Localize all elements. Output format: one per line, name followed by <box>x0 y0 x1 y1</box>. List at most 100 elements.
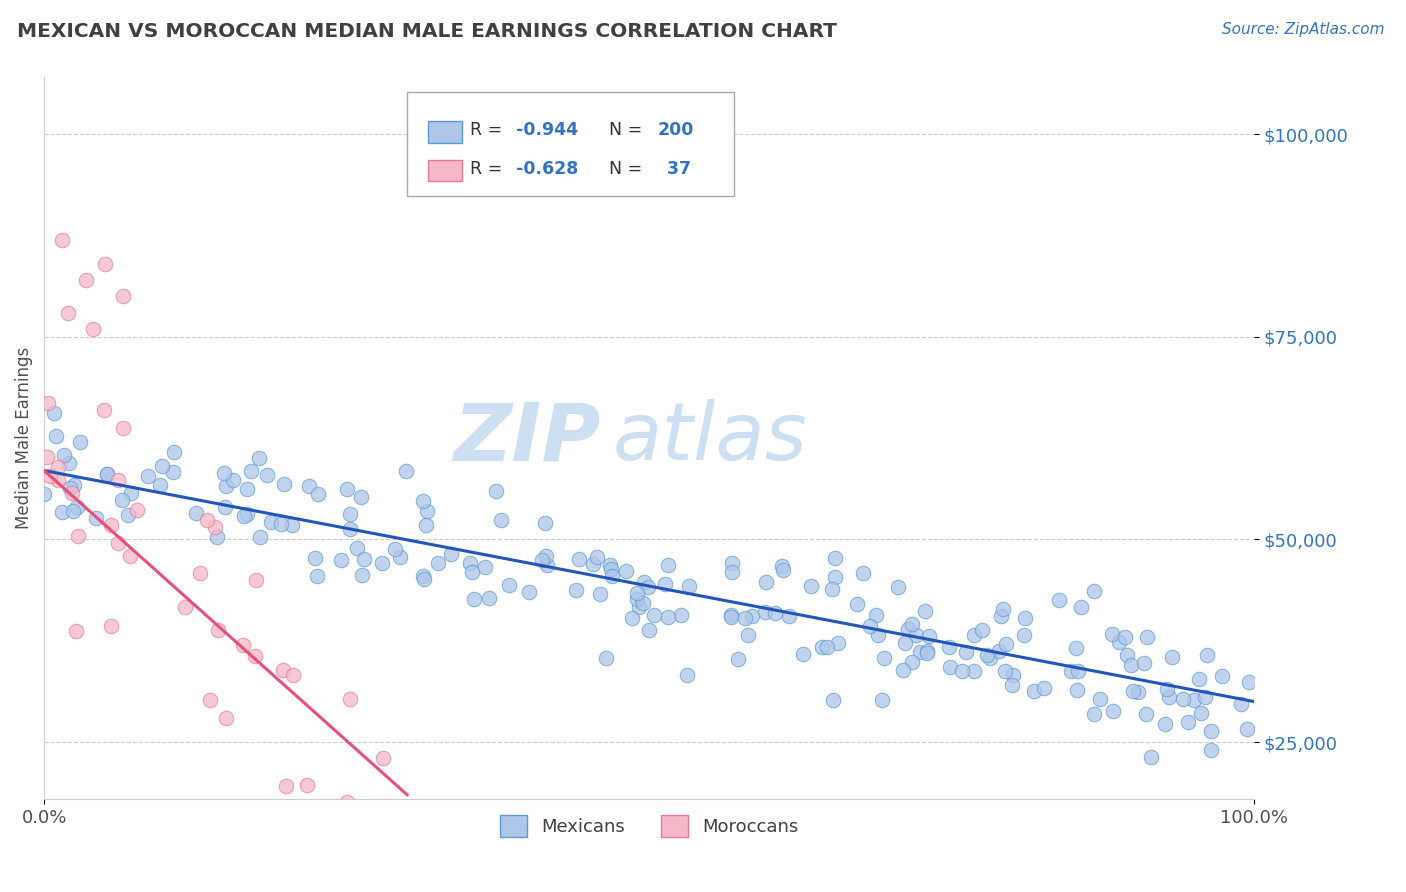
Point <box>737 628 759 642</box>
Point <box>534 549 557 563</box>
Point <box>720 607 742 622</box>
Point <box>51 505 73 519</box>
Point <box>1201 723 1223 738</box>
Point <box>207 623 229 637</box>
Point <box>1230 697 1253 711</box>
Point <box>245 573 267 587</box>
Point <box>243 648 266 663</box>
Point <box>270 516 292 531</box>
Point <box>107 535 129 549</box>
Point <box>195 513 218 527</box>
Point <box>918 629 941 643</box>
Point <box>214 711 236 725</box>
Point <box>657 610 679 624</box>
Point <box>381 856 404 871</box>
Point <box>37 395 59 409</box>
Point <box>204 520 226 534</box>
Point <box>859 619 882 633</box>
Point <box>638 623 661 637</box>
Point <box>800 578 823 592</box>
Point <box>1014 611 1036 625</box>
Point <box>950 664 973 678</box>
Legend: Mexicans, Moroccans: Mexicans, Moroccans <box>492 807 806 844</box>
Point <box>754 605 776 619</box>
Point <box>120 486 142 500</box>
Point <box>249 530 271 544</box>
Text: -0.628: -0.628 <box>516 161 578 178</box>
Point <box>276 780 298 794</box>
Point <box>1060 664 1083 678</box>
Point <box>637 580 659 594</box>
Point <box>173 599 195 614</box>
Point <box>273 663 295 677</box>
Point <box>827 636 849 650</box>
Point <box>669 607 692 622</box>
Point <box>239 464 262 478</box>
Point <box>138 469 160 483</box>
Point <box>39 469 62 483</box>
Point <box>955 645 977 659</box>
Point <box>873 650 896 665</box>
Point <box>489 512 512 526</box>
Point <box>200 693 222 707</box>
Point <box>1201 743 1223 757</box>
Point <box>335 483 357 497</box>
Point <box>676 667 699 681</box>
Text: -0.944: -0.944 <box>516 121 578 139</box>
Point <box>273 477 295 491</box>
Point <box>82 322 104 336</box>
Point <box>100 517 122 532</box>
Point <box>162 465 184 479</box>
Point <box>339 507 361 521</box>
Point <box>111 493 134 508</box>
Point <box>485 484 508 499</box>
Point <box>586 549 609 564</box>
Point <box>478 591 501 605</box>
Point <box>232 638 254 652</box>
Point <box>792 647 814 661</box>
Point <box>1133 656 1156 670</box>
Point <box>32 487 55 501</box>
Point <box>214 500 236 514</box>
Point <box>339 692 361 706</box>
Point <box>236 507 259 521</box>
Point <box>96 467 118 481</box>
Point <box>117 508 139 522</box>
Point <box>62 504 84 518</box>
Point <box>741 609 763 624</box>
Point <box>412 569 434 583</box>
Text: 200: 200 <box>658 121 695 139</box>
Point <box>1012 628 1035 642</box>
Point <box>215 479 238 493</box>
Point <box>60 485 83 500</box>
Point <box>339 522 361 536</box>
Point <box>1237 674 1260 689</box>
Text: atlas: atlas <box>613 399 807 477</box>
Point <box>186 507 208 521</box>
Point <box>891 664 914 678</box>
Point <box>295 778 318 792</box>
Text: R =: R = <box>470 161 508 178</box>
Point <box>654 577 676 591</box>
Point <box>96 467 118 482</box>
Point <box>389 549 412 564</box>
Point <box>568 552 591 566</box>
Point <box>678 579 700 593</box>
Point <box>727 652 749 666</box>
Point <box>53 448 76 462</box>
Point <box>824 550 846 565</box>
Point <box>1157 690 1180 704</box>
Point <box>872 693 894 707</box>
Point <box>100 619 122 633</box>
Point <box>212 467 235 481</box>
Point <box>1067 665 1090 679</box>
Point <box>93 402 115 417</box>
Point <box>1066 682 1088 697</box>
Point <box>970 623 993 637</box>
Point <box>990 609 1012 624</box>
Point <box>938 640 960 654</box>
Point <box>48 474 70 488</box>
Point <box>65 500 87 514</box>
Point <box>463 591 485 606</box>
Point <box>988 644 1011 658</box>
